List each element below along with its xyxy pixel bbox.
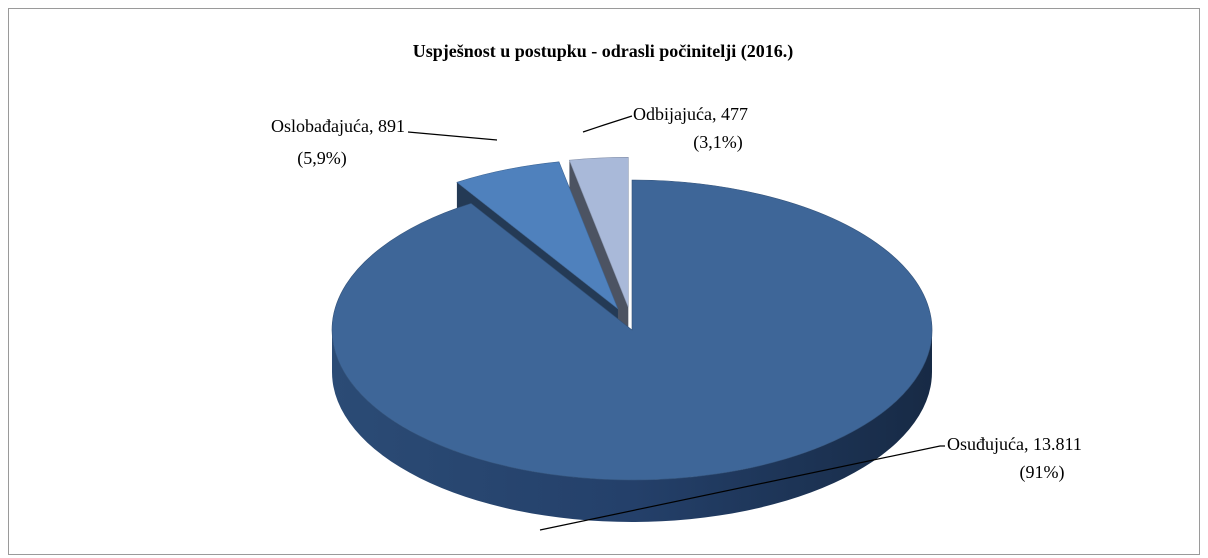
percent-label: (3,1%) bbox=[693, 132, 742, 153]
category: Oslobađajuća bbox=[271, 116, 369, 136]
pie bbox=[331, 156, 933, 522]
separator: , bbox=[1024, 434, 1033, 454]
slice bbox=[331, 179, 933, 481]
separator: , bbox=[712, 104, 721, 124]
value-label: 477 bbox=[721, 104, 748, 124]
percent-label: (91%) bbox=[1020, 462, 1065, 483]
slice bbox=[568, 156, 629, 308]
slice-side bbox=[332, 330, 932, 522]
data-label: Odbijajuća, 477 bbox=[633, 104, 748, 124]
slice bbox=[456, 161, 619, 310]
value-label: 13.811 bbox=[1033, 434, 1082, 454]
leader-line bbox=[539, 445, 945, 531]
leader-line bbox=[582, 115, 633, 133]
value-label: 891 bbox=[378, 116, 405, 136]
data-label: Oslobađajuća, 891 bbox=[271, 116, 405, 136]
data-label: Osuđujuća, 13.811 bbox=[947, 434, 1082, 454]
chart-title: Uspješnost u postupku - odrasli počinite… bbox=[413, 41, 794, 62]
leader-line bbox=[407, 131, 498, 141]
percent-label: (5,9%) bbox=[297, 148, 346, 169]
separator: , bbox=[369, 116, 378, 136]
category: Osuđujuća bbox=[947, 434, 1024, 454]
category: Odbijajuća bbox=[633, 104, 712, 124]
